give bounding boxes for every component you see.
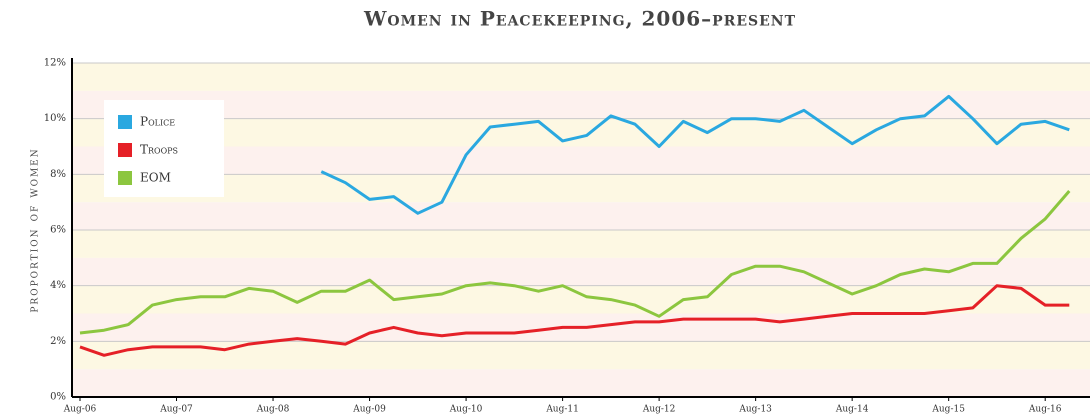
x-tick-label: Aug-07 (159, 405, 193, 415)
chart-title: Women in Peacekeeping, 2006–present (363, 7, 796, 31)
legend-label: EOM (140, 171, 171, 185)
x-tick-label: Aug-12 (642, 405, 676, 415)
y-tick-label: 12% (44, 58, 66, 69)
band (72, 341, 1090, 370)
y-tick-label: 6% (50, 225, 66, 236)
series-line (79, 284, 1070, 357)
band (72, 118, 1090, 147)
band (72, 369, 1090, 397)
series (79, 94, 1071, 357)
legend: Police Troops EOM (104, 100, 224, 197)
y-axis-label: proportion of women (27, 147, 42, 312)
axes: 0% 2% 4% 6% 8% 10% 12% Aug-06 Aug-07 Aug-08 Aug-09… (44, 58, 1090, 415)
band (72, 202, 1090, 230)
x-tick-label: Aug-16 (1028, 405, 1062, 415)
y-tick-label: 10% (44, 113, 66, 124)
x-tick-label: Aug-10 (449, 405, 483, 415)
band (72, 90, 1090, 119)
x-tick-label: Aug-09 (352, 405, 386, 415)
y-tick-label: 0% (50, 392, 66, 403)
band (72, 63, 1090, 91)
legend-label: Troops (140, 143, 178, 157)
x-tick-label: Aug-08 (256, 405, 290, 415)
x-tick-label: Aug-13 (738, 405, 772, 415)
band (72, 230, 1090, 258)
band (72, 285, 1090, 314)
x-tick-label: Aug-15 (931, 405, 965, 415)
y-tick-label: 8% (50, 169, 66, 180)
legend-swatch (118, 115, 132, 129)
x-tick-label: Aug-06 (63, 405, 97, 415)
series-line (79, 190, 1071, 335)
y-tick-label: 2% (50, 336, 66, 347)
y-tick-label: 4% (50, 280, 66, 291)
legend-swatch (118, 143, 132, 157)
x-tick-label: Aug-11 (545, 405, 579, 415)
band (72, 146, 1090, 175)
x-tick-label: Aug-14 (835, 405, 869, 415)
legend-swatch (118, 171, 132, 185)
plot-background (72, 63, 1090, 397)
band (72, 257, 1090, 286)
legend-label: Police (140, 115, 175, 129)
band (72, 174, 1090, 203)
series-line (320, 94, 1070, 215)
